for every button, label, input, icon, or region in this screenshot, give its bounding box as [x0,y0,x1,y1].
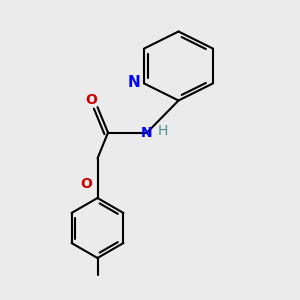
Text: N: N [128,75,141,90]
Text: H: H [158,124,168,138]
Text: O: O [85,93,98,106]
Text: N: N [141,126,153,140]
Text: O: O [80,177,92,191]
